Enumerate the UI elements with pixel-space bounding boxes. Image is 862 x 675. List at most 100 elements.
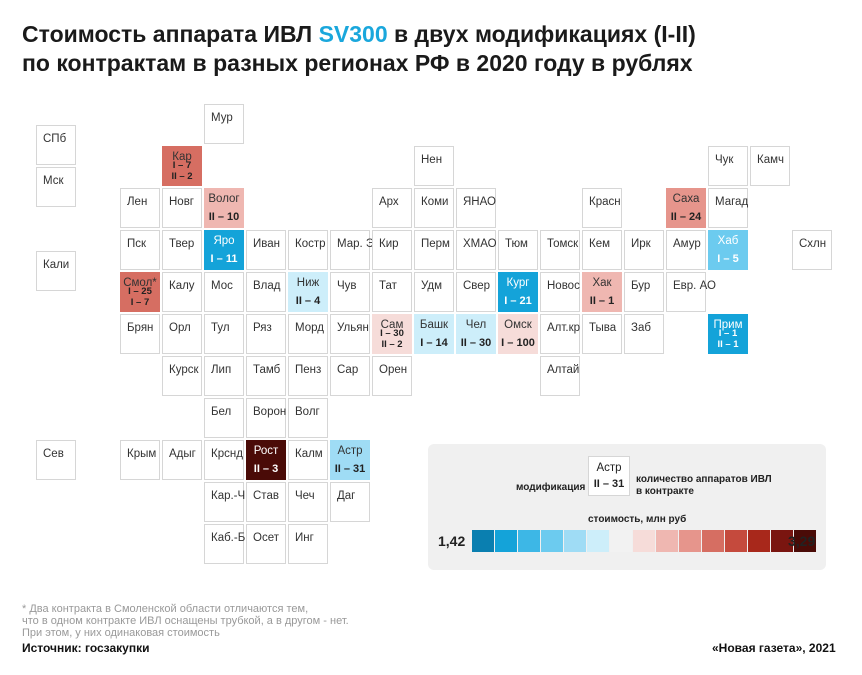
region-name: Свер	[463, 280, 491, 292]
region-name: Тюм	[505, 238, 528, 250]
region-name: Тул	[211, 322, 230, 334]
region-tile: Даг	[330, 482, 370, 522]
region-name: Мар. Эл	[337, 238, 381, 250]
region-name: Схлн	[799, 238, 827, 250]
region-name: Кар	[172, 151, 192, 163]
region-tile: Кар I – 7 II – 2	[162, 146, 202, 186]
region-name: Заб	[631, 322, 651, 334]
region-name: Влад	[253, 280, 281, 292]
region-contract: I – 30 II – 2	[380, 328, 404, 350]
region-name: Тат	[379, 280, 397, 292]
region-tile: Магад	[708, 188, 748, 228]
region-tile: Орл	[162, 314, 202, 354]
region-tile: ЯНАО	[456, 188, 496, 228]
legend-min-value: 1,42	[438, 533, 466, 549]
region-tile: Сам I – 30 II – 2	[372, 314, 412, 354]
region-name: Инг	[295, 532, 314, 544]
scale-swatch	[794, 530, 816, 552]
region-name: Лен	[127, 196, 148, 208]
region-name: Чел	[465, 319, 487, 331]
region-tile: Коми	[414, 188, 454, 228]
region-name: Камч	[757, 154, 784, 166]
region-tile: Хак II – 1	[582, 272, 622, 312]
region-tile: Ниж II – 4	[288, 272, 328, 312]
region-name: Кем	[589, 238, 611, 250]
title-text-after: в двух модификациях (I-II)	[387, 21, 696, 47]
region-tile: Сев	[36, 440, 76, 480]
scale-swatch	[633, 530, 655, 552]
region-name: Хак	[592, 277, 612, 289]
title-text: Стоимость аппарата ИВЛ	[22, 21, 319, 47]
region-name: Ряз	[253, 322, 272, 334]
scale-swatch	[656, 530, 678, 552]
region-tile: Пск	[120, 230, 160, 270]
legend-sample-name: Астр	[596, 462, 622, 474]
region-name: Новг	[169, 196, 195, 208]
footnote: * Два контракта в Смоленской области отл…	[22, 603, 349, 639]
region-tile: Мур	[204, 104, 244, 144]
region-tile: Смол* I – 25 I – 7	[120, 272, 160, 312]
region-name: Нен	[421, 154, 443, 166]
region-tile: Чув	[330, 272, 370, 312]
region-name: Лип	[211, 364, 232, 376]
scale-swatch	[679, 530, 701, 552]
region-tile: Прим I – 1 II – 1	[708, 314, 748, 354]
region-tile: Ворон	[246, 398, 286, 438]
region-tile: Твер	[162, 230, 202, 270]
region-tile: Бур	[624, 272, 664, 312]
scale-swatch	[495, 530, 517, 552]
region-tile: Лен	[120, 188, 160, 228]
region-tile: Астр II – 31	[330, 440, 370, 480]
region-tile: Свер	[456, 272, 496, 312]
region-tile: Тамб	[246, 356, 286, 396]
region-contract: I – 11	[210, 253, 238, 265]
region-contract: II – 31	[334, 463, 366, 475]
region-name: Омск	[504, 319, 532, 331]
region-tile: ХМАО	[456, 230, 497, 270]
region-name: Калм	[295, 448, 323, 460]
region-name: Алтай	[547, 364, 580, 376]
region-name: Башк	[419, 319, 449, 331]
region-contract: II – 10	[208, 211, 240, 223]
region-tile: Иван	[246, 230, 286, 270]
region-name: Коми	[421, 196, 449, 208]
region-name: Прим	[713, 319, 743, 331]
region-tile: Заб	[624, 314, 664, 354]
region-tile: Кург I – 21	[498, 272, 538, 312]
region-tile: Сар	[330, 356, 370, 396]
region-name: Мос	[211, 280, 233, 292]
region-tile: Ульян	[330, 314, 370, 354]
region-name: Кали	[43, 259, 70, 271]
region-name: Мск	[43, 175, 64, 187]
legend-label-count: количество аппаратов ИВЛ в контракте	[636, 474, 772, 497]
region-name: Пенз	[295, 364, 322, 376]
region-name: Красн	[589, 196, 621, 208]
region-name: Кар.-Ч	[211, 490, 246, 502]
region-name: Брян	[127, 322, 154, 334]
region-tile: Камч	[750, 146, 790, 186]
region-tile: Перм	[414, 230, 454, 270]
region-tile: Инг	[288, 524, 328, 564]
legend-sample-contract: II – 31	[593, 478, 625, 490]
region-tile: Ряз	[246, 314, 286, 354]
region-contract: I – 100	[501, 337, 535, 349]
scale-swatch	[587, 530, 609, 552]
region-tile: Чук	[708, 146, 748, 186]
region-tile: Кар.-Ч	[204, 482, 246, 522]
region-name: Удм	[421, 280, 443, 292]
title-line-2: по контрактам в разных регионах РФ в 202…	[22, 50, 693, 76]
region-tile: Крым	[120, 440, 160, 480]
region-name: Бур	[631, 280, 651, 292]
region-name: Волог	[208, 193, 240, 205]
region-tile: Крснд	[204, 440, 244, 480]
region-name: Став	[253, 490, 279, 502]
region-tile: Тыва	[582, 314, 622, 354]
region-tile: Новг	[162, 188, 202, 228]
region-name: Тыва	[589, 322, 617, 334]
region-tile: Мос	[204, 272, 244, 312]
region-name: Иван	[253, 238, 280, 250]
legend-max-value: 3,29	[788, 533, 816, 549]
region-contract: II – 30	[460, 337, 492, 349]
region-name: Чув	[337, 280, 357, 292]
region-tile: Влад	[246, 272, 286, 312]
